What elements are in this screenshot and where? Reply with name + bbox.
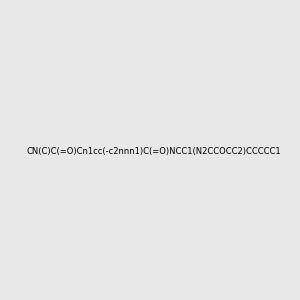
Text: CN(C)C(=O)Cn1cc(-c2nnn1)C(=O)NCC1(N2CCOCC2)CCCCC1: CN(C)C(=O)Cn1cc(-c2nnn1)C(=O)NCC1(N2CCOC… (26, 147, 281, 156)
